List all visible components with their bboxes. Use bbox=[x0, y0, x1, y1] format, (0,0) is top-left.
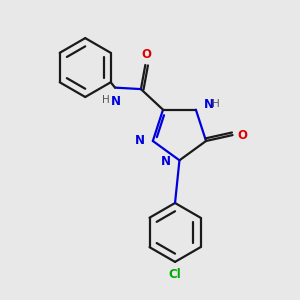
Text: O: O bbox=[238, 129, 248, 142]
Text: N: N bbox=[161, 155, 171, 168]
Text: O: O bbox=[142, 48, 152, 62]
Text: N: N bbox=[204, 98, 214, 111]
Text: N: N bbox=[111, 95, 121, 108]
Text: H: H bbox=[102, 95, 110, 105]
Text: H: H bbox=[212, 99, 220, 110]
Text: Cl: Cl bbox=[169, 268, 182, 281]
Text: N: N bbox=[135, 134, 145, 148]
